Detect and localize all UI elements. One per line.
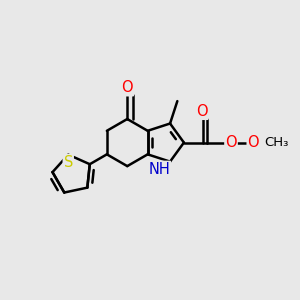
Text: O: O bbox=[196, 104, 208, 119]
Text: NH: NH bbox=[148, 162, 170, 177]
Text: O: O bbox=[122, 80, 133, 95]
Text: CH₃: CH₃ bbox=[264, 136, 288, 149]
Text: O: O bbox=[225, 135, 237, 150]
Text: O: O bbox=[248, 135, 259, 150]
Text: S: S bbox=[64, 154, 73, 169]
